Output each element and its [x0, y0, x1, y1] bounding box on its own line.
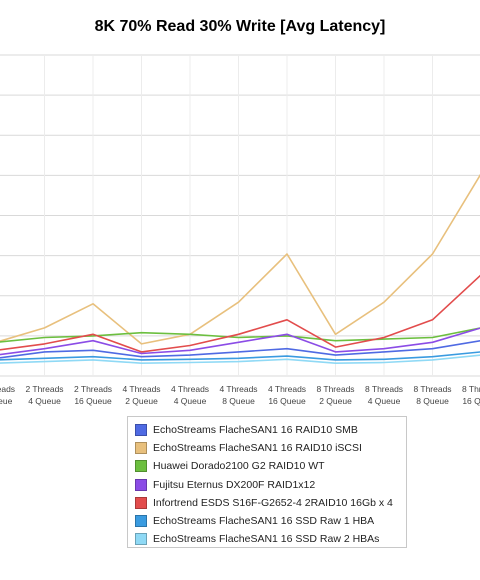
x-tick-label: 8 Threads 4 Queue: [365, 384, 403, 406]
legend-item: EchoStreams FlacheSAN1 16 RAID10 iSCSI: [135, 439, 406, 457]
legend-label: EchoStreams FlacheSAN1 16 RAID10 iSCSI: [153, 442, 362, 455]
x-tick-label: 8 Threads 8 Queue: [413, 384, 451, 406]
x-tick-label: 2 Threads 16 Queue: [74, 384, 112, 406]
x-tick-label-threads: 8 Threads: [413, 384, 451, 394]
x-tick-label: 4 Threads 2 Queue: [122, 384, 160, 406]
series-line-0: [0, 340, 480, 359]
legend-swatch: [135, 515, 147, 528]
x-tick-label: 4 Threads 8 Queue: [219, 384, 257, 406]
x-tick-label: 8 Threads 16 Queue: [462, 384, 480, 406]
series-line-3: [0, 327, 480, 356]
legend-label: EchoStreams FlacheSAN1 16 SSD Raw 2 HBAs: [153, 533, 380, 546]
x-tick-label-threads: 2 Threads: [74, 384, 112, 394]
x-tick-label-queue: 8 Queue: [222, 396, 255, 406]
series-line-4: [0, 274, 480, 353]
x-tick-label-threads: 2 Threads: [0, 384, 15, 394]
chart-legend: EchoStreams FlacheSAN1 16 RAID10 SMB Echo…: [127, 416, 407, 548]
legend-swatch: [135, 496, 147, 509]
legend-swatch: [135, 424, 147, 437]
x-tick-label-queue: 4 Queue: [174, 396, 207, 406]
series-line-1: [0, 173, 480, 345]
x-tick-label-queue: 16 Queue: [268, 396, 306, 406]
x-tick-label-threads: 4 Threads: [268, 384, 306, 394]
series-lines: [0, 173, 480, 365]
x-tick-label-threads: 4 Threads: [171, 384, 209, 394]
x-tick-label-queue: 4 Queue: [368, 396, 401, 406]
x-tick-label-threads: 4 Threads: [219, 384, 257, 394]
x-tick-label-queue: 16 Queue: [74, 396, 112, 406]
x-tick-label-threads: 4 Threads: [122, 384, 160, 394]
series-line-5: [0, 351, 480, 361]
legend-swatch: [135, 533, 147, 546]
legend-label: Infortrend ESDS S16F-G2652-4 2RAID10 16G…: [153, 496, 393, 509]
x-tick-label: 2 Threads 2 Queue: [0, 384, 15, 406]
x-tick-label: 2 Threads 4 Queue: [25, 384, 63, 406]
series-line-6: [0, 354, 480, 365]
legend-item: EchoStreams FlacheSAN1 16 SSD Raw 1 HBA: [135, 512, 406, 530]
x-tick-label-threads: 8 Threads: [365, 384, 403, 394]
x-tick-label: 4 Threads 4 Queue: [171, 384, 209, 406]
legend-label: Huawei Dorado2100 G2 RAID10 WT: [153, 460, 325, 473]
legend-swatch: [135, 478, 147, 491]
x-tick-label-threads: 8 Threads: [316, 384, 354, 394]
chart-title: 8K 70% Read 30% Write [Avg Latency]: [94, 18, 386, 35]
legend-item: EchoStreams FlacheSAN1 16 SSD Raw 2 HBAs: [135, 530, 406, 548]
legend-item: EchoStreams FlacheSAN1 16 RAID10 SMB: [135, 421, 406, 439]
legend-swatch: [135, 442, 147, 455]
legend-item: Infortrend ESDS S16F-G2652-4 2RAID10 16G…: [135, 494, 406, 512]
legend-label: EchoStreams FlacheSAN1 16 SSD Raw 1 HBA: [153, 515, 375, 528]
legend-label: EchoStreams FlacheSAN1 16 RAID10 SMB: [153, 424, 358, 437]
legend-item: Huawei Dorado2100 G2 RAID10 WT: [135, 457, 406, 475]
x-tick-label-threads: 8 Threads: [462, 384, 480, 394]
x-tick-label-queue: 16 Queue: [462, 396, 480, 406]
legend-swatch: [135, 460, 147, 473]
gridlines: [0, 54, 480, 377]
x-tick-label: 4 Threads 16 Queue: [268, 384, 306, 406]
x-tick-label-queue: 8 Queue: [416, 396, 449, 406]
x-tick-label-queue: 4 Queue: [28, 396, 61, 406]
legend-label: Fujitsu Eternus DX200F RAID1x12: [153, 478, 316, 491]
legend-item: Fujitsu Eternus DX200F RAID1x12: [135, 476, 406, 494]
x-tick-label-queue: 2 Queue: [0, 396, 13, 406]
x-tick-label-queue: 2 Queue: [125, 396, 158, 406]
x-tick-label-threads: 2 Threads: [25, 384, 63, 394]
x-tick-label: 8 Threads 2 Queue: [316, 384, 354, 406]
x-tick-label-queue: 2 Queue: [319, 396, 352, 406]
